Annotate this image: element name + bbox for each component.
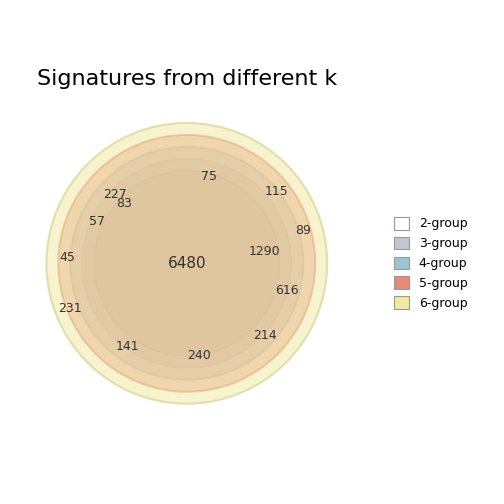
Text: 83: 83	[116, 197, 132, 210]
Text: 45: 45	[59, 251, 75, 264]
Legend: 2-group, 3-group, 4-group, 5-group, 6-group: 2-group, 3-group, 4-group, 5-group, 6-gr…	[389, 212, 473, 315]
Text: 115: 115	[265, 185, 288, 198]
Circle shape	[58, 135, 315, 392]
Circle shape	[82, 159, 291, 368]
Circle shape	[94, 171, 279, 356]
Text: 214: 214	[253, 329, 276, 342]
Text: 57: 57	[89, 215, 105, 228]
Text: 616: 616	[275, 284, 299, 297]
Circle shape	[70, 147, 303, 380]
Text: 231: 231	[58, 301, 82, 314]
Text: 75: 75	[201, 170, 217, 183]
Text: 141: 141	[115, 341, 139, 353]
Text: 6480: 6480	[167, 256, 206, 271]
Text: 1290: 1290	[248, 245, 280, 258]
Text: 240: 240	[187, 349, 211, 362]
Title: Signatures from different k: Signatures from different k	[37, 69, 337, 89]
Text: 89: 89	[295, 224, 311, 237]
Circle shape	[46, 123, 327, 404]
Text: 227: 227	[103, 188, 127, 201]
